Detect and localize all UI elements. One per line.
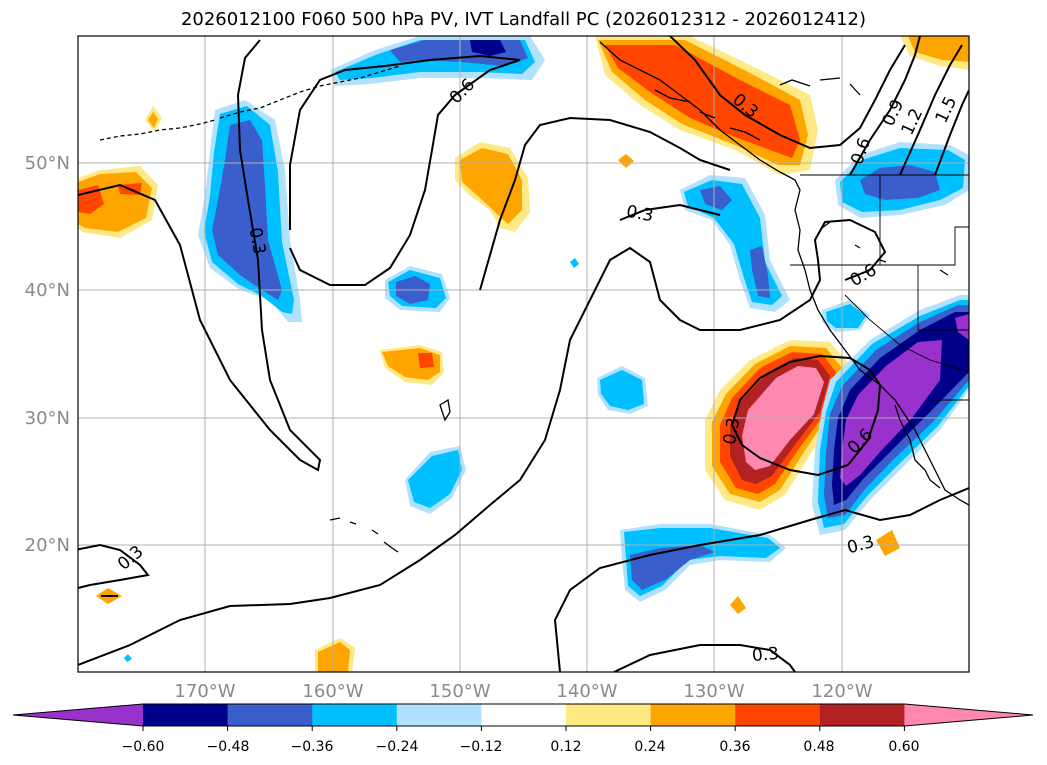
state-border-4 — [844, 294, 969, 373]
colorbar-segment — [396, 704, 482, 726]
colorbar-segment — [735, 704, 821, 726]
contour-0-9 — [849, 36, 921, 176]
contour-west-trough — [78, 39, 322, 472]
lon-label-140w: 140°W — [556, 681, 617, 702]
contour-south-03 — [613, 644, 796, 672]
colorbar-segment — [227, 704, 313, 726]
lat-label-30n: 30°N — [25, 408, 70, 429]
longitude-labels: 170°W 160°W 150°W 140°W 130°W 120°W — [174, 681, 872, 702]
positive-anomaly-subtropical-small — [380, 345, 444, 385]
negative-anomaly-gulf-south — [680, 175, 790, 312]
coastlines — [99, 41, 969, 553]
lat-label-40n: 40°N — [25, 280, 70, 301]
contour-sw-03 — [78, 543, 150, 589]
contour-subtropical-ridge — [78, 246, 822, 666]
colorbar-segment — [819, 704, 905, 726]
colorbar-extend-min — [13, 704, 143, 726]
colorbar-segment — [481, 704, 567, 726]
pv-contours — [78, 36, 969, 672]
colorbar-tick: 0.48 — [803, 739, 834, 755]
contour-label: 0.3 — [625, 202, 655, 226]
negative-anomaly-tropical-small — [405, 446, 466, 514]
contour-label: 0.3 — [245, 226, 269, 256]
negative-anomaly-pacific-northwest — [835, 142, 969, 218]
negative-anomaly-bering — [330, 36, 545, 86]
colorbar-tick: −0.60 — [122, 739, 165, 755]
state-border-2 — [917, 265, 969, 331]
positive-blob-small — [618, 154, 634, 168]
colorbar-segment — [143, 704, 229, 726]
map-frame — [77, 35, 970, 673]
lat-label-20n: 20°N — [25, 535, 70, 556]
lon-label-170w: 170°W — [174, 681, 235, 702]
colorbar-tick: 0.12 — [550, 739, 581, 755]
seamount-island — [439, 398, 451, 422]
colorbar-tick: −0.48 — [207, 739, 250, 755]
lon-label-160w: 160°W — [302, 681, 363, 702]
contour-ridge-west — [289, 54, 521, 230]
contour-closed-low — [289, 59, 521, 286]
colorbar-segment — [650, 704, 736, 726]
latitude-labels: 20°N 30°N 40°N 50°N — [25, 153, 70, 556]
colorbar-tick: −0.36 — [291, 739, 334, 755]
lon-label-120w: 120°W — [811, 681, 872, 702]
negative-anomaly-central-small — [385, 266, 450, 312]
contour-label: 0.3 — [845, 532, 876, 558]
hawaiian-islands — [329, 517, 399, 553]
contour-central — [479, 116, 731, 291]
colorbar-tick-labels: −0.60 −0.48 −0.36 −0.24 −0.12 0.12 0.24 … — [122, 739, 920, 755]
contour-gulf — [619, 203, 721, 221]
interior-lakes — [821, 221, 949, 276]
colorbar-extend-max — [904, 704, 1033, 726]
state-border-1 — [790, 226, 969, 266]
positive-anomaly-gulf-alaska — [595, 36, 818, 175]
colorbar-segment — [566, 704, 652, 726]
contour-1-5 — [934, 89, 969, 176]
contour-label: 0.3 — [751, 644, 780, 666]
alaska-panhandle-coast — [654, 77, 861, 141]
gridlines — [78, 36, 969, 672]
positive-anomaly-west-edge — [78, 166, 158, 238]
colorbar-tick: −0.24 — [376, 739, 419, 755]
contour-label: 0.6 — [446, 75, 479, 108]
political-borders — [790, 174, 969, 401]
north-america-coast — [599, 41, 969, 506]
map-title: 2026012100 F060 500 hPa PV, IVT Landfall… — [180, 9, 867, 30]
contour-cutoff-coast — [813, 218, 887, 281]
colorbar-segment — [312, 704, 398, 726]
contour-label: 0.3 — [720, 416, 744, 446]
colorbar-tick: 0.24 — [634, 739, 665, 755]
shaded-fields — [78, 36, 969, 672]
colorbar-tick: 0.36 — [719, 739, 750, 755]
contour-1-2 — [899, 44, 963, 176]
contour-plume-06 — [730, 354, 882, 477]
colorbar — [12, 703, 1034, 731]
contour-tropical-03 — [553, 487, 969, 672]
colorbar-tick: −0.12 — [460, 739, 503, 755]
positive-anomaly-central — [455, 142, 530, 232]
baja-coast — [894, 404, 941, 489]
contour-label: 1.5 — [932, 93, 962, 126]
aleutian-islands — [99, 65, 401, 141]
lon-label-150w: 150°W — [429, 681, 490, 702]
contour-gulf-alaska — [669, 36, 906, 150]
colorbar-tick: 0.60 — [888, 739, 919, 755]
lon-label-130w: 130°W — [683, 681, 744, 702]
lat-label-50n: 50°N — [25, 153, 70, 174]
negative-anomaly-subtropical-small — [597, 366, 648, 414]
